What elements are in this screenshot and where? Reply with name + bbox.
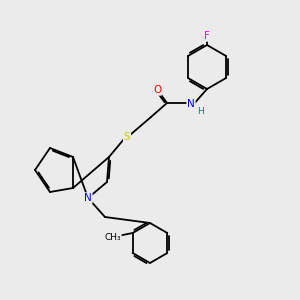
Text: H: H — [196, 107, 203, 116]
Text: N: N — [187, 99, 195, 109]
Text: N: N — [84, 193, 92, 203]
Text: S: S — [124, 132, 130, 142]
Text: F: F — [204, 31, 210, 41]
Text: O: O — [153, 85, 161, 95]
Text: CH₃: CH₃ — [104, 233, 121, 242]
